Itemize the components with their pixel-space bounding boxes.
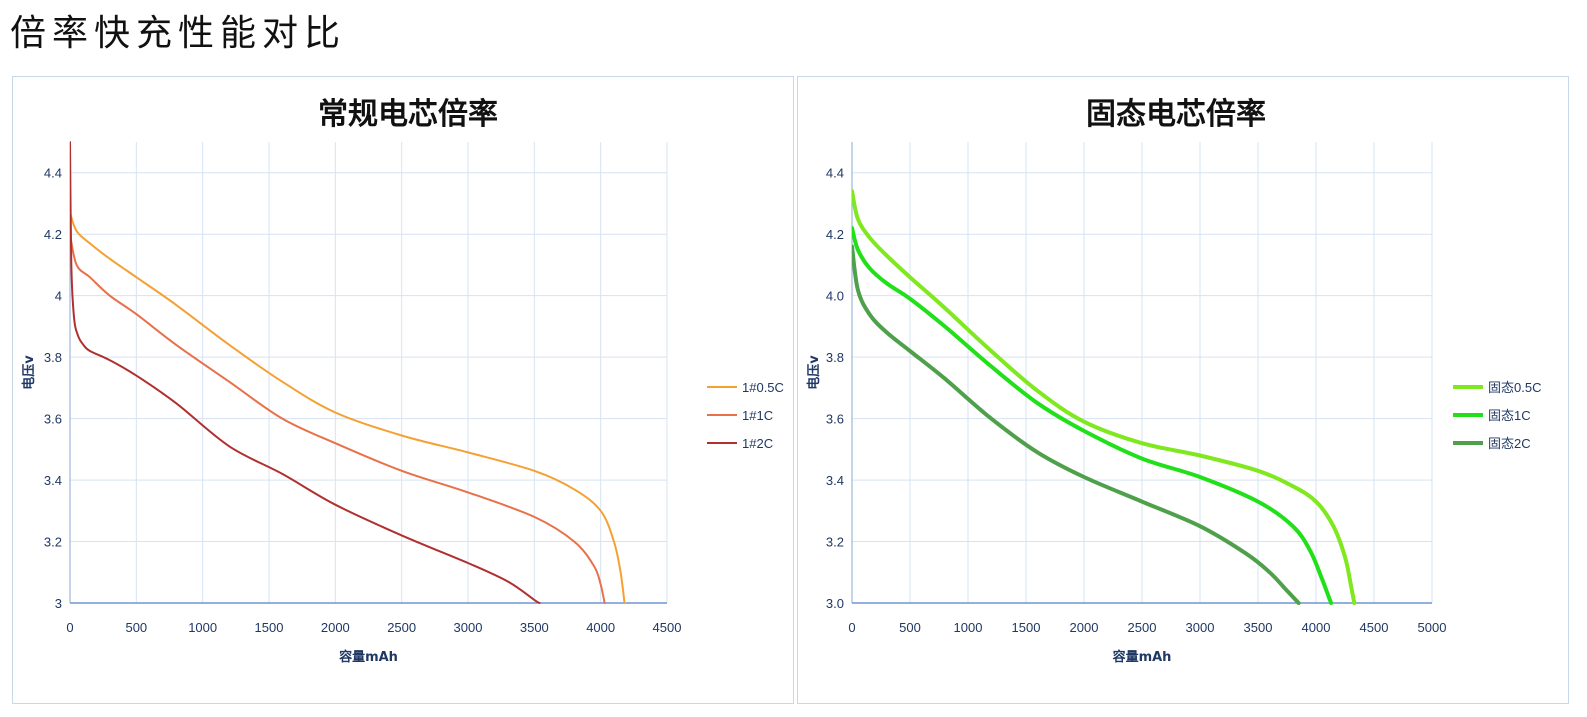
chart-1-y-tick-label: 3.4 (44, 473, 62, 488)
chart-2-gridlines (852, 142, 1433, 603)
chart-2-x-tick-label: 4000 (1302, 620, 1331, 635)
chart-1-legend-label: 1#0.5C (742, 380, 784, 395)
chart-2-legend-label: 固态2C (1488, 436, 1531, 451)
chart-2-series-line-3 (852, 244, 1301, 605)
chart-1-gridlines (70, 142, 668, 603)
chart-1-y-axis-label: 电压v (21, 355, 37, 390)
chart-2-x-tick-label: 5000 (1418, 620, 1447, 635)
chart-1-series-line-1 (70, 211, 626, 604)
chart-1-x-tick-label: 3500 (520, 620, 549, 635)
chart-1-legend-label: 1#1C (742, 408, 773, 423)
chart-panel-regular: 常规电芯倍率 0 500 1000 1500 2000 2500 3000 3500 4000 45… (12, 76, 794, 704)
chart-2-y-tick-label: 3.0 (826, 596, 844, 611)
chart-2-series-line-2 (852, 226, 1334, 605)
page-title: 倍率快充性能对比 (10, 13, 347, 54)
chart-2-y-tick-label: 3.8 (826, 350, 844, 365)
chart-1-series-line-2 (70, 233, 606, 604)
chart-2-y-tick-label: 4.0 (826, 289, 844, 304)
chart-1-title: 常规电芯倍率 (318, 97, 498, 132)
chart-1-y-tick-label: 3.2 (44, 535, 62, 550)
chart-regular-cell-rate: 常规电芯倍率 0 500 1000 1500 2000 2500 3000 3500 4000 45… (21, 97, 784, 665)
chart-2-x-tick-label: 4500 (1360, 620, 1389, 635)
chart-1-y-tick-label: 4.2 (44, 227, 62, 242)
chart-1-x-tick-label: 1500 (255, 620, 284, 635)
chart-2-x-tick-label: 2500 (1128, 620, 1157, 635)
chart-2-y-tick-label: 3.2 (826, 535, 844, 550)
chart-2-y-tick-label: 3.6 (826, 412, 844, 427)
chart-1-x-axis-label: 容量mAh (338, 649, 398, 665)
chart-2-x-tick-label: 1000 (954, 620, 983, 635)
chart-2-legend-label: 固态1C (1488, 408, 1531, 423)
chart-2-y-axis-label: 电压v (806, 355, 822, 390)
chart-2-legend-label: 固态0.5C (1488, 380, 1541, 395)
chart-2-x-tick-label: 2000 (1070, 620, 1099, 635)
chart-2-x-tick-label: 1500 (1012, 620, 1041, 635)
chart-1-x-tick-label: 3000 (454, 620, 483, 635)
chart-1-x-tick-label: 2500 (387, 620, 416, 635)
chart-1-x-tick-label: 2000 (321, 620, 350, 635)
chart-1-x-tick-label: 4500 (653, 620, 682, 635)
chart-1-x-tick-label: 4000 (586, 620, 615, 635)
chart-1-x-tick-label: 1000 (188, 620, 217, 635)
chart-solid-state-cell-rate: 固态电芯倍率 0 500 1000 1500 2000 2500 3000 3500 4000 45… (806, 97, 1541, 665)
chart-1-y-tick-label: 3.6 (44, 412, 62, 427)
chart-1-y-tick-label: 4 (55, 289, 62, 304)
chart-1-x-tick-label: 500 (125, 620, 147, 635)
chart-1-y-tick-label: 4.4 (44, 166, 62, 181)
chart-1-y-tick-label: 3.8 (44, 350, 62, 365)
chart-2-x-tick-label: 3500 (1244, 620, 1273, 635)
chart-2-x-axis-label: 容量mAh (1112, 649, 1172, 665)
chart-1-x-tick-label: 0 (66, 620, 73, 635)
chart-1-series-line-3 (70, 141, 541, 604)
chart-2-series-line-1 (852, 189, 1357, 605)
chart-2-title: 固态电芯倍率 (1086, 97, 1266, 132)
chart-panel-solid-state: 固态电芯倍率 0 500 1000 1500 2000 2500 3000 3500 4000 45… (797, 76, 1569, 704)
chart-2-x-tick-label: 3000 (1186, 620, 1215, 635)
chart-2-x-tick-label: 0 (848, 620, 855, 635)
chart-1-legend-label: 1#2C (742, 436, 773, 451)
chart-2-y-tick-label: 4.4 (826, 166, 844, 181)
chart-1-y-tick-label: 3 (55, 596, 62, 611)
chart-2-x-tick-label: 500 (899, 620, 921, 635)
chart-2-y-tick-label: 4.2 (826, 227, 844, 242)
chart-2-y-tick-label: 3.4 (826, 473, 844, 488)
